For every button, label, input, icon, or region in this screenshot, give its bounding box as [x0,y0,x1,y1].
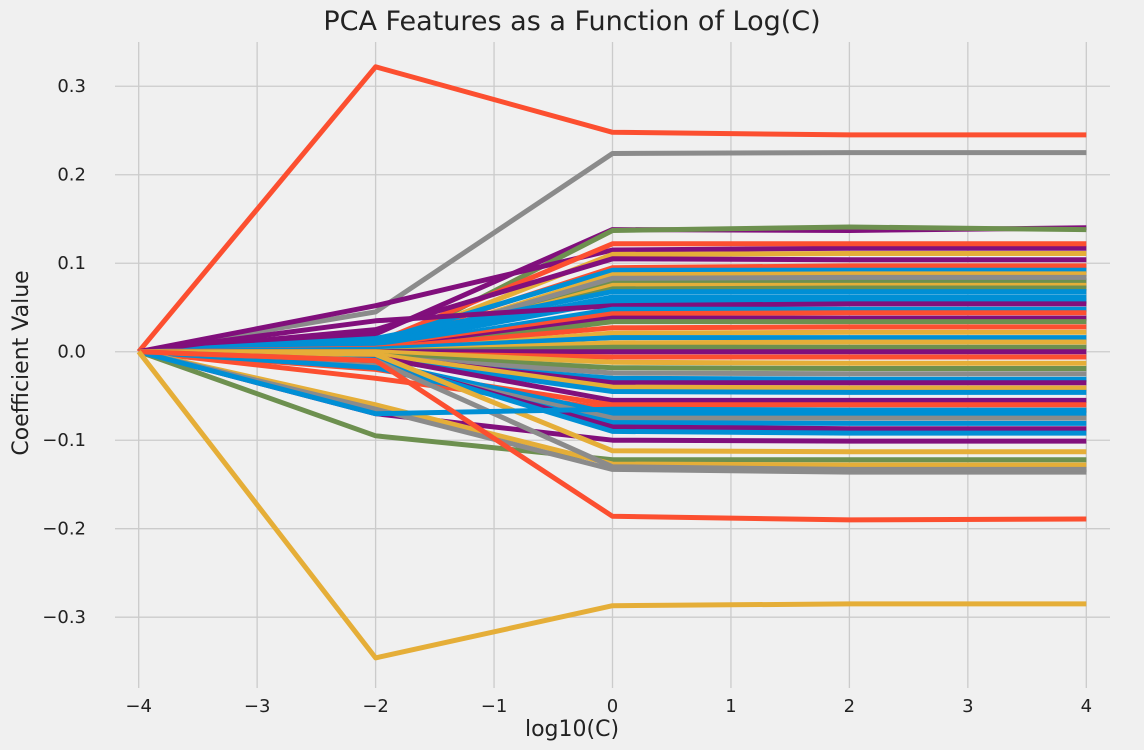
x-tick-label: −3 [244,696,271,717]
x-tick-label: 2 [844,696,855,717]
series-line-16 [138,289,1087,355]
y-axis-label: Coefficient Value [9,270,34,455]
y-tick-label: −0.3 [42,607,86,628]
series-line-50 [138,349,1087,475]
series-line-47 [138,349,1087,455]
series-line-1 [136,64,1087,354]
x-tick-label: 0 [607,696,618,717]
series-line-19 [138,301,1087,355]
series-lines [136,64,1087,661]
series-line-54 [136,350,1087,661]
series-line-53 [138,349,1087,523]
x-tick-label: −2 [362,696,389,717]
series-line-5 [138,245,1087,355]
x-tick-label: 1 [725,696,736,717]
x-tick-label: 3 [962,696,973,717]
series-line-43 [138,349,1087,426]
x-tick-label: 4 [1081,696,1092,717]
x-tick-label: −4 [125,696,152,717]
y-tick-label: −0.2 [42,519,86,540]
y-tick-label: 0.3 [57,76,86,97]
x-tick-label: −1 [481,696,508,717]
y-tick-label: 0.1 [57,253,86,274]
chart-title: PCA Features as a Function of Log(C) [323,6,820,37]
series-line-2 [138,150,1087,355]
x-axis-label: log10(C) [525,717,619,742]
y-tick-label: −0.1 [42,430,86,451]
tick-labels: −4 −3 −2 −1 0 1 2 3 4 −0.3 −0.2 −0.1 0.0 0.1 0.2 0.3 [42,76,1092,717]
series-line-48 [137,349,1087,463]
series-line-8 [138,256,1087,355]
series-line-52 [138,349,1087,417]
y-tick-label: 0.2 [57,165,86,186]
y-tick-label: 0.0 [57,342,86,363]
